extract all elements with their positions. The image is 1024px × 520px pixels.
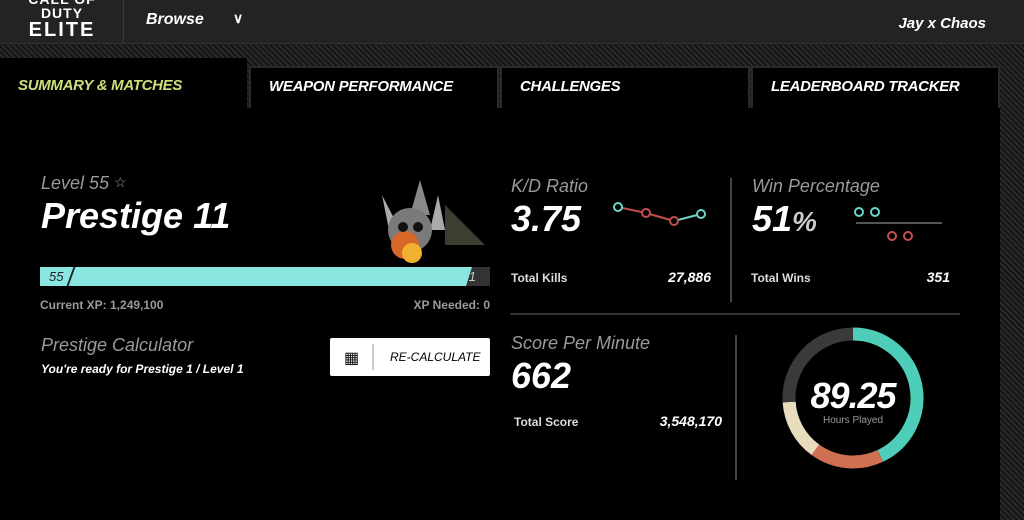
win-value: 51% xyxy=(752,198,817,240)
win-title: Win Percentage xyxy=(752,176,880,196)
tab-bar: SUMMARY & MATCHES WEAPON PERFORMANCE CHA… xyxy=(0,58,1000,108)
win-sub-label: Total Wins xyxy=(751,271,811,285)
win-sub-value: 351 xyxy=(926,269,950,285)
spm-sub-value: 3,548,170 xyxy=(659,413,722,429)
prestige-emblem xyxy=(382,180,485,263)
calculator-title: Prestige Calculator xyxy=(41,335,194,355)
divider xyxy=(735,335,737,480)
calculator-icon: ▦ xyxy=(344,350,360,367)
kd-trend-chart xyxy=(613,202,706,226)
spm-sub-label: Total Score xyxy=(514,415,579,429)
spm-title: Score Per Minute xyxy=(511,333,651,353)
win-point xyxy=(854,207,864,217)
win-unit: % xyxy=(792,206,817,237)
kd-value: 3.75 xyxy=(511,198,582,239)
donut-segment-1 xyxy=(811,444,884,469)
browse-menu[interactable]: Browse xyxy=(146,11,204,28)
bar-end-level: 1 xyxy=(468,269,476,284)
donut-segment-2 xyxy=(782,401,820,456)
trend-point xyxy=(669,216,679,226)
tab-label: SUMMARY & MATCHES xyxy=(18,77,183,94)
win-point xyxy=(870,207,880,217)
kd-sub-value: 27,886 xyxy=(668,269,711,285)
tab-label: WEAPON PERFORMANCE xyxy=(269,78,453,95)
bar-start-level: 55 xyxy=(49,269,64,284)
xp-needed: XP Needed: 0 xyxy=(413,298,490,312)
button-divider xyxy=(372,344,374,370)
win-loss-chart xyxy=(854,207,942,241)
donut-segment-0 xyxy=(852,327,924,462)
tab-challenges[interactable]: CHALLENGES xyxy=(500,66,750,108)
star-outline-icon: ☆ xyxy=(114,174,127,190)
trend-point xyxy=(613,202,623,212)
win-number: 51 xyxy=(752,198,793,239)
spm-value: 662 xyxy=(511,355,572,396)
divider xyxy=(730,178,732,302)
calculator-message: You're ready for Prestige 1 / Level 1 xyxy=(41,362,244,376)
level-label: Level 55 xyxy=(41,173,110,193)
divider xyxy=(510,313,960,315)
tab-weapon-performance[interactable]: WEAPON PERFORMANCE xyxy=(249,66,499,108)
button-label: RE-CALCULATE xyxy=(390,350,481,364)
current-xp: Current XP: 1,249,100 xyxy=(40,298,164,312)
kd-sub-label: Total Kills xyxy=(511,271,568,285)
xp-progress-bar: 55 1 xyxy=(40,267,490,286)
tab-label: CHALLENGES xyxy=(520,78,621,95)
loss-point xyxy=(903,231,913,241)
xp-progress-fill xyxy=(40,267,472,286)
tab-summary[interactable]: SUMMARY & MATCHES xyxy=(0,58,247,108)
recalculate-button[interactable]: ▦ RE-CALCULATE xyxy=(330,338,490,376)
trend-point xyxy=(696,209,706,219)
chevron-down-icon[interactable]: ∨ xyxy=(233,10,244,26)
hours-label: Hours Played xyxy=(822,415,884,426)
user-name[interactable]: Jay x Chaos xyxy=(898,15,986,32)
hours-value: 89.25 xyxy=(810,375,896,416)
hours-donut-chart xyxy=(782,327,924,469)
tab-label: LEADERBOARD TRACKER xyxy=(771,78,960,95)
loss-point xyxy=(887,231,897,241)
tab-leaderboard-tracker[interactable]: LEADERBOARD TRACKER xyxy=(751,66,1000,108)
divider xyxy=(123,0,124,44)
trend-point xyxy=(641,208,651,218)
kd-title: K/D Ratio xyxy=(511,176,589,196)
donut-segment-3 xyxy=(782,327,854,403)
prestige-title: Prestige 11 xyxy=(41,195,231,236)
